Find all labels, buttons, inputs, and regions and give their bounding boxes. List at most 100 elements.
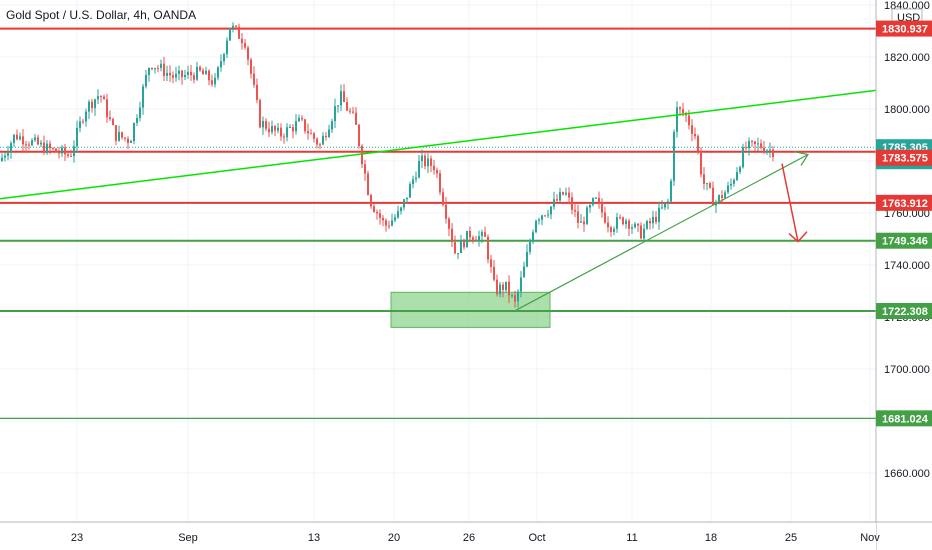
candle-body xyxy=(394,217,396,221)
candle-body xyxy=(202,70,204,75)
candle-body xyxy=(364,164,366,174)
candle-body xyxy=(343,91,345,103)
candle-body xyxy=(106,99,108,118)
candle-body xyxy=(430,158,432,166)
candle-body xyxy=(142,86,144,108)
price-tick-label: 1660.000 xyxy=(884,468,930,480)
candle-body xyxy=(625,220,627,225)
candle-body xyxy=(673,131,675,181)
candle-body xyxy=(529,242,531,252)
candle-body xyxy=(358,124,360,147)
price-label-box xyxy=(876,20,932,37)
candle-body xyxy=(334,106,336,122)
candle-body xyxy=(85,111,87,122)
candle-body xyxy=(301,117,303,120)
candle-body xyxy=(523,266,525,278)
candle-body xyxy=(493,266,495,280)
candle-body xyxy=(412,179,414,185)
candle-body xyxy=(337,105,339,107)
time-tick-label: Oct xyxy=(528,532,545,544)
candle-body xyxy=(562,192,564,195)
candle-body xyxy=(79,121,81,128)
candle-body xyxy=(250,59,252,74)
candle-body xyxy=(28,144,30,146)
candle-body xyxy=(742,147,744,168)
time-tick-label: 26 xyxy=(463,532,475,544)
candle-body xyxy=(712,187,714,206)
candle-body xyxy=(40,142,42,145)
candle-body xyxy=(109,117,111,120)
price-tick-label: 1760.000 xyxy=(884,208,930,220)
candle-body xyxy=(280,127,282,137)
candle-body xyxy=(754,141,756,145)
candle-body xyxy=(433,165,435,171)
candle-body xyxy=(526,251,528,267)
candle-body xyxy=(52,148,54,150)
candle-body xyxy=(382,217,384,221)
candle-body xyxy=(772,149,774,157)
price-tick-label: 1820.000 xyxy=(884,52,930,64)
candle-body xyxy=(115,125,117,141)
candle-body xyxy=(4,155,6,158)
candle-body xyxy=(103,96,105,100)
candle-body xyxy=(565,192,567,195)
candle-body xyxy=(694,133,696,137)
candle-body xyxy=(451,228,453,243)
candle-body xyxy=(118,132,120,141)
candle-body xyxy=(151,67,153,69)
candle-body xyxy=(319,144,321,146)
candle-body xyxy=(646,221,648,229)
candle-body xyxy=(64,147,66,155)
candle-body xyxy=(757,143,759,145)
candle-body xyxy=(310,133,312,135)
candle-body xyxy=(262,121,264,128)
candle-body xyxy=(22,136,24,145)
candle-body xyxy=(748,140,750,149)
support-zone xyxy=(390,291,551,328)
candle-body xyxy=(295,121,297,132)
candle-body xyxy=(454,242,456,254)
candle-body xyxy=(745,147,747,149)
candle-body xyxy=(124,137,126,139)
candle-body xyxy=(406,197,408,200)
candle-body xyxy=(733,180,735,184)
candle-body xyxy=(655,216,657,223)
upper-trend-line xyxy=(0,86,905,200)
candle-body xyxy=(574,209,576,212)
candle-body xyxy=(676,107,678,132)
candle-body xyxy=(298,117,300,122)
candle-body xyxy=(91,101,93,109)
candle-body xyxy=(148,67,150,75)
candle-body xyxy=(619,217,621,219)
candle-body xyxy=(436,170,438,174)
candle-body xyxy=(445,204,447,219)
candle-body xyxy=(259,100,261,128)
candle-body xyxy=(736,171,738,181)
candle-body xyxy=(94,99,96,109)
candle-body xyxy=(160,63,162,68)
candle-body xyxy=(49,143,51,149)
candle-body xyxy=(34,137,36,141)
candle-body xyxy=(292,127,294,132)
candle-body xyxy=(379,213,381,218)
candle-body xyxy=(547,214,549,216)
candle-body xyxy=(721,195,723,199)
support-arrowhead xyxy=(793,150,809,166)
candle-body xyxy=(763,147,765,153)
candle-body xyxy=(232,25,234,29)
candle-body xyxy=(478,236,480,242)
candle-body xyxy=(556,199,558,201)
candle-body xyxy=(586,207,588,225)
price-label: 1749.346 xyxy=(882,236,928,248)
candle-body xyxy=(553,199,555,207)
price-label: 1763.912 xyxy=(882,198,928,210)
candle-body xyxy=(415,177,417,180)
candle-body xyxy=(730,183,732,186)
candle-body xyxy=(667,201,669,203)
candle-body xyxy=(769,149,771,151)
candle-body xyxy=(247,47,249,60)
candle-body xyxy=(622,217,624,225)
candle-body xyxy=(577,211,579,223)
